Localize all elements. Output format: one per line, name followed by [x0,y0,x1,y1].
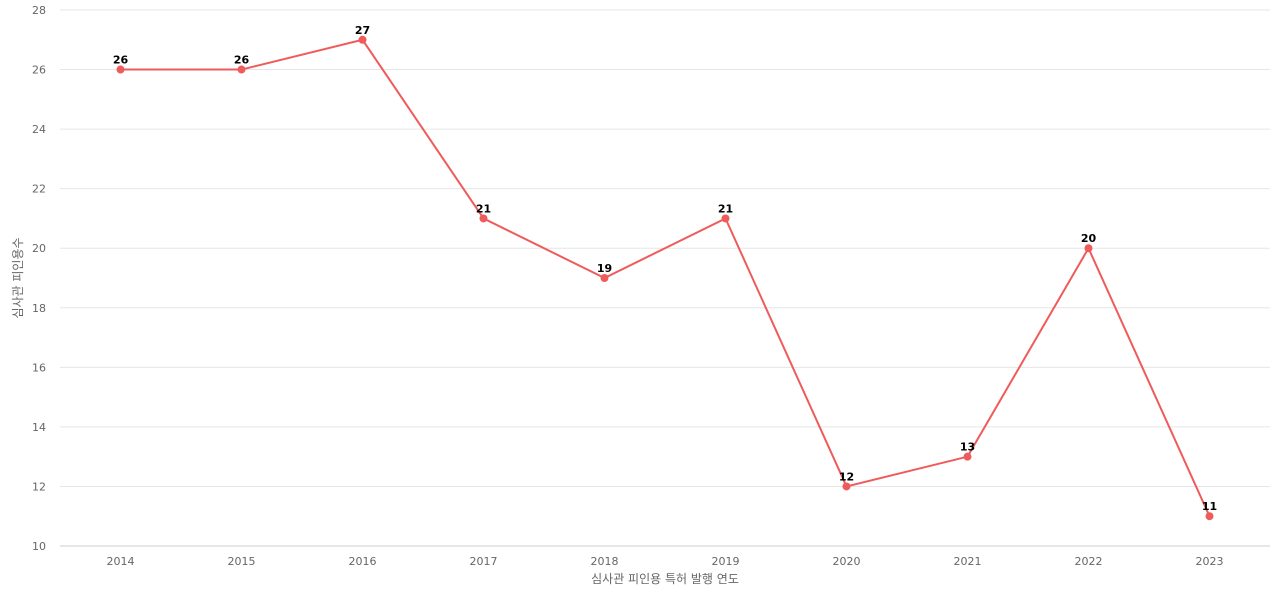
data-label: 21 [718,202,733,215]
y-tick-label: 14 [32,421,46,434]
data-label: 12 [839,470,854,483]
data-point [963,452,972,461]
data-point [1205,512,1214,521]
y-tick-label: 24 [32,123,46,136]
data-points [116,35,1214,521]
x-tick-label: 2018 [591,555,619,568]
data-point [721,214,730,223]
data-label: 21 [476,202,491,215]
x-axis-ticks: 2014 2015 2016 2017 2018 2019 2020 2021 2022 2023 [107,555,1224,568]
x-tick-label: 2016 [349,555,377,568]
data-label: 11 [1202,500,1217,513]
data-point [479,214,488,223]
data-point [358,35,367,44]
data-label: 19 [597,262,612,275]
y-axis-ticks: 10 12 14 16 18 20 22 24 26 28 [32,4,46,553]
data-label: 20 [1081,232,1097,245]
y-tick-label: 18 [32,302,46,315]
data-label: 26 [113,54,129,67]
x-tick-label: 2014 [107,555,135,568]
data-label: 26 [234,54,250,67]
data-point [600,274,609,282]
y-tick-label: 12 [32,480,46,493]
x-tick-label: 2021 [954,555,982,568]
y-tick-label: 26 [32,64,46,77]
y-tick-label: 28 [32,4,46,17]
x-tick-label: 2015 [228,555,256,568]
y-tick-label: 20 [32,242,46,255]
data-point [237,65,246,74]
x-axis-title: 심사관 피인용 특허 발행 연도 [591,571,739,586]
x-tick-label: 2023 [1196,555,1224,568]
data-label: 13 [960,441,975,454]
data-labels: 26 26 27 21 19 21 12 13 20 11 [113,24,1217,513]
y-tick-label: 10 [32,540,46,553]
y-tick-label: 16 [32,361,46,374]
x-tick-label: 2017 [470,555,498,568]
y-tick-label: 22 [32,183,46,196]
data-point [842,482,851,491]
gridlines [60,9,1270,547]
series-line [120,38,1211,517]
data-label: 27 [355,24,370,37]
y-axis-title: 심사관 피인용수 [11,237,25,318]
data-point [1084,244,1093,253]
x-tick-label: 2022 [1075,555,1103,568]
data-point [116,65,125,74]
x-tick-label: 2019 [712,555,740,568]
x-tick-label: 2020 [833,555,861,568]
